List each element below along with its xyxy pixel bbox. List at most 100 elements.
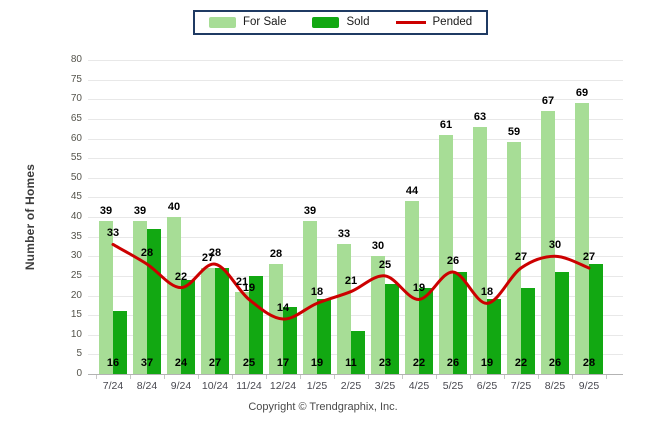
x-tick-mark bbox=[300, 375, 301, 379]
x-tick-mark bbox=[164, 375, 165, 379]
for-sale-value-label: 67 bbox=[541, 95, 555, 108]
sold-value-label: 19 bbox=[480, 357, 494, 369]
y-tick-label: 55 bbox=[70, 152, 82, 164]
sold-swatch-icon bbox=[312, 17, 340, 28]
gridline bbox=[88, 217, 623, 218]
y-tick-label: 60 bbox=[70, 132, 82, 144]
gridline bbox=[88, 177, 623, 179]
x-axis-label: 2/25 bbox=[340, 380, 362, 392]
legend-label-sold: Sold bbox=[346, 15, 370, 28]
x-axis-label: 9/25 bbox=[578, 380, 600, 392]
x-tick-mark bbox=[232, 375, 233, 379]
legend-label-pended: Pended bbox=[432, 15, 473, 28]
pended-value-label: 27 bbox=[514, 251, 528, 264]
x-tick-mark bbox=[198, 375, 199, 379]
for-sale-value-label: 39 bbox=[303, 204, 317, 217]
x-axis-label: 9/24 bbox=[170, 380, 192, 392]
y-tick-label: 40 bbox=[70, 211, 82, 222]
pended-value-label: 18 bbox=[310, 286, 324, 299]
x-tick-mark bbox=[266, 375, 267, 379]
for-sale-bar bbox=[473, 126, 487, 374]
gridline bbox=[88, 138, 623, 140]
pended-value-label: 25 bbox=[378, 258, 392, 271]
x-tick-mark bbox=[368, 375, 369, 379]
pended-value-label: 28 bbox=[208, 247, 222, 260]
for-sale-value-label: 27 bbox=[201, 252, 215, 265]
pended-value-label: 21 bbox=[344, 274, 358, 287]
x-axis-label: 4/25 bbox=[408, 380, 430, 392]
for-sale-value-label: 69 bbox=[575, 87, 589, 100]
pended-value-label: 19 bbox=[242, 282, 256, 295]
y-tick-label: 10 bbox=[70, 328, 82, 340]
x-tick-mark bbox=[96, 375, 97, 379]
y-tick-label: 15 bbox=[70, 309, 82, 321]
for-sale-value-label: 61 bbox=[439, 118, 453, 131]
x-axis-label: 3/25 bbox=[374, 380, 396, 392]
gridline bbox=[88, 197, 623, 199]
pended-value-label: 26 bbox=[446, 254, 460, 267]
sold-value-label: 23 bbox=[378, 357, 392, 369]
sold-bar bbox=[589, 264, 603, 374]
gridline bbox=[88, 99, 623, 101]
sold-value-label: 25 bbox=[242, 357, 256, 369]
x-tick-mark bbox=[402, 375, 403, 379]
y-tick-label: 45 bbox=[70, 191, 82, 203]
y-tick-label: 0 bbox=[76, 368, 82, 379]
sold-value-label: 24 bbox=[174, 357, 188, 369]
for-sale-bar bbox=[99, 220, 113, 374]
x-axis-label: 6/25 bbox=[476, 380, 498, 392]
for-sale-value-label: 44 bbox=[405, 185, 419, 198]
gridline bbox=[88, 236, 623, 238]
x-axis-label: 1/25 bbox=[306, 380, 328, 392]
legend-item-pended: Pended bbox=[395, 15, 473, 29]
y-tick-label: 20 bbox=[70, 289, 82, 301]
x-axis-label: 11/24 bbox=[236, 380, 262, 392]
pended-value-label: 14 bbox=[276, 302, 290, 315]
for-sale-swatch-icon bbox=[209, 17, 236, 28]
for-sale-value-label: 28 bbox=[269, 248, 283, 261]
for-sale-value-label: 30 bbox=[371, 240, 385, 253]
y-axis-title: Number of Homes bbox=[23, 163, 37, 271]
copyright-text: Copyright © Trendgraphix, Inc. bbox=[248, 401, 398, 413]
legend: For Sale Sold Pended bbox=[193, 10, 489, 35]
x-tick-mark bbox=[334, 375, 335, 379]
gridline bbox=[88, 60, 623, 61]
sold-value-label: 26 bbox=[446, 357, 460, 369]
pended-value-label: 19 bbox=[412, 282, 426, 295]
sold-value-label: 16 bbox=[106, 357, 120, 369]
y-tick-label: 65 bbox=[70, 112, 82, 124]
sold-value-label: 37 bbox=[140, 357, 154, 369]
sold-value-label: 27 bbox=[208, 357, 222, 369]
x-tick-mark bbox=[572, 375, 573, 379]
sold-bar bbox=[283, 307, 297, 374]
x-axis-line bbox=[88, 374, 623, 375]
x-tick-mark bbox=[606, 375, 607, 379]
for-sale-bar bbox=[133, 220, 147, 374]
for-sale-value-label: 39 bbox=[99, 204, 113, 217]
x-tick-mark bbox=[130, 375, 131, 379]
y-tick-label: 5 bbox=[76, 348, 82, 360]
x-axis-label: 7/24 bbox=[102, 380, 124, 392]
sold-value-label: 22 bbox=[514, 357, 528, 369]
x-axis-label: 7/25 bbox=[510, 380, 532, 392]
x-tick-mark bbox=[436, 375, 437, 379]
x-tick-mark bbox=[504, 375, 505, 379]
sold-value-label: 28 bbox=[582, 357, 596, 369]
x-axis-label: 8/25 bbox=[544, 380, 566, 392]
sold-value-label: 17 bbox=[276, 357, 290, 369]
x-axis-label: 8/24 bbox=[136, 380, 158, 392]
y-tick-label: 50 bbox=[70, 171, 82, 183]
for-sale-value-label: 21 bbox=[235, 275, 249, 288]
for-sale-bar bbox=[167, 217, 181, 374]
y-tick-label: 80 bbox=[70, 54, 82, 65]
legend-label-for-sale: For Sale bbox=[243, 15, 287, 28]
x-tick-mark bbox=[538, 375, 539, 379]
sold-bar bbox=[351, 330, 365, 374]
gridline bbox=[88, 158, 623, 160]
x-axis-label: 12/24 bbox=[269, 380, 297, 392]
sold-value-label: 26 bbox=[548, 357, 562, 369]
pended-value-label: 18 bbox=[480, 286, 494, 299]
sold-value-label: 22 bbox=[412, 357, 426, 369]
gridline bbox=[88, 118, 623, 120]
